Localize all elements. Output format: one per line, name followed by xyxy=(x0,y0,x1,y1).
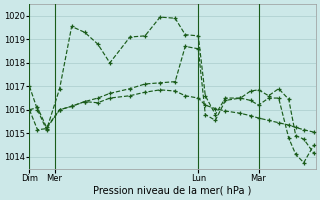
X-axis label: Pression niveau de la mer( hPa ): Pression niveau de la mer( hPa ) xyxy=(93,186,252,196)
